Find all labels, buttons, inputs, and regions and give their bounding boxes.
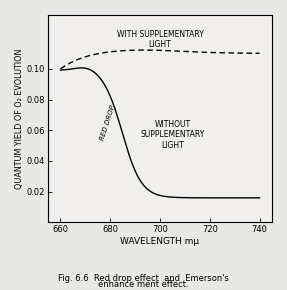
Text: WITHOUT
SUPPLEMENTARY
LIGHT: WITHOUT SUPPLEMENTARY LIGHT — [140, 120, 205, 150]
Text: WITH SUPPLEMENTARY
LIGHT: WITH SUPPLEMENTARY LIGHT — [117, 30, 203, 49]
X-axis label: WAVELENGTH mμ: WAVELENGTH mμ — [121, 237, 199, 246]
Text: RED DROP: RED DROP — [99, 104, 116, 141]
Text: Fig. 6.6  Red drop effect  and  Emerson's: Fig. 6.6 Red drop effect and Emerson's — [58, 274, 229, 283]
Text: enhance ment effect.: enhance ment effect. — [98, 280, 189, 289]
Y-axis label: QUANTUM YIELD OF O₂ EVOLUTION: QUANTUM YIELD OF O₂ EVOLUTION — [15, 48, 24, 189]
